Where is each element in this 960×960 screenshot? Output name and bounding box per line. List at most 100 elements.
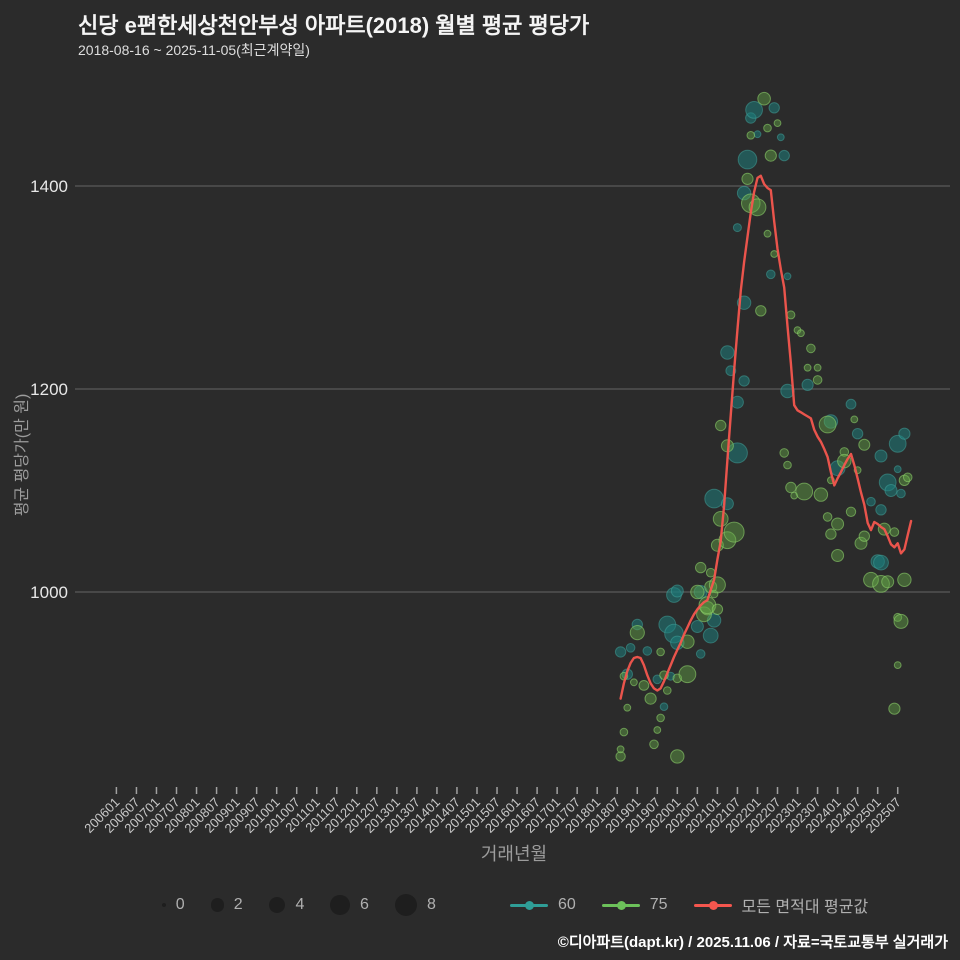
bubble-75[interactable] [845, 506, 857, 517]
bubble-75[interactable] [863, 571, 879, 588]
bubble-60[interactable] [659, 702, 669, 712]
bubble-60[interactable] [695, 649, 706, 659]
bubble-75[interactable] [711, 603, 724, 615]
bubble-75[interactable] [795, 482, 814, 501]
bubble-60[interactable] [888, 434, 907, 453]
bubble-75[interactable] [897, 572, 912, 587]
bubble-75[interactable] [812, 375, 823, 385]
bubble-75[interactable] [718, 531, 737, 550]
bubble-60[interactable] [670, 584, 684, 598]
bubble-75[interactable] [783, 460, 792, 470]
bubble-60[interactable] [704, 488, 724, 509]
bubble-75[interactable] [763, 123, 772, 133]
bubble-75[interactable] [755, 305, 767, 317]
bubble-75[interactable] [839, 447, 850, 457]
bubble-60[interactable] [732, 223, 742, 233]
bubble-75[interactable] [858, 438, 871, 451]
bubble-75[interactable] [764, 149, 777, 162]
bubble-75[interactable] [850, 415, 859, 424]
bubble-75[interactable] [803, 363, 812, 372]
legend-series-item-75[interactable]: 75 [601, 896, 668, 914]
bubble-75[interactable] [623, 703, 632, 712]
bubble-75[interactable] [616, 745, 625, 754]
bubble-60[interactable] [875, 504, 887, 516]
bubble-75[interactable] [888, 702, 901, 715]
bubble-75[interactable] [678, 665, 697, 684]
bubble-60[interactable] [720, 345, 735, 360]
bubble-60[interactable] [801, 378, 814, 391]
bubble-60[interactable] [884, 484, 898, 497]
legend-series-item-avg[interactable]: 모든 면적대 평균값 [693, 893, 868, 917]
bubble-60[interactable] [642, 646, 653, 656]
bubble-75[interactable] [712, 511, 729, 527]
bubble-75[interactable] [806, 343, 816, 354]
bubble-75[interactable] [638, 680, 650, 691]
bubble-75[interactable] [858, 530, 870, 542]
bubble-75[interactable] [825, 528, 837, 540]
bubble-60[interactable] [690, 620, 704, 633]
bubble-60[interactable] [753, 130, 762, 139]
bubble-60[interactable] [851, 428, 864, 440]
bubble-75[interactable] [893, 612, 903, 622]
bubble-60[interactable] [898, 427, 911, 440]
bubble-75[interactable] [831, 549, 845, 562]
bubble-60[interactable] [896, 488, 906, 499]
bubble-60[interactable] [737, 149, 758, 170]
legend-series-item-60[interactable]: 60 [509, 896, 576, 914]
bubble-75[interactable] [797, 329, 805, 338]
bubble-75[interactable] [746, 131, 756, 140]
bubble-75[interactable] [779, 448, 790, 458]
bubble-75[interactable] [872, 575, 890, 593]
bubble-60[interactable] [776, 133, 785, 142]
bubble-75[interactable] [889, 527, 900, 537]
bubble-75[interactable] [715, 419, 727, 432]
bubble-75[interactable] [822, 512, 833, 522]
bubble-75[interactable] [663, 686, 672, 695]
bubble-60[interactable] [625, 643, 636, 653]
bubble-75[interactable] [629, 625, 645, 641]
bubble-60[interactable] [778, 149, 790, 162]
average-line-path[interactable] [619, 174, 913, 700]
bubble-75[interactable] [893, 613, 909, 629]
bubble-75[interactable] [630, 678, 638, 687]
bubble-75[interactable] [773, 119, 782, 127]
bubble-75[interactable] [893, 661, 902, 669]
bubble-60[interactable] [845, 398, 857, 410]
bubble-75[interactable] [818, 415, 837, 434]
bubble-75[interactable] [700, 601, 715, 616]
bubble-75[interactable] [785, 481, 797, 494]
bubble-60[interactable] [745, 101, 763, 119]
bubble-60[interactable] [823, 414, 839, 429]
bubble-75[interactable] [854, 536, 868, 550]
bubble-60[interactable] [614, 646, 627, 658]
bubble-75[interactable] [831, 517, 845, 531]
bubble-75[interactable] [813, 363, 822, 372]
bubble-75[interactable] [723, 521, 745, 543]
bubble-75[interactable] [902, 472, 913, 483]
bubble-60[interactable] [874, 449, 888, 463]
bubble-60[interactable] [873, 554, 889, 571]
bubble-75[interactable] [644, 692, 657, 705]
bubble-75[interactable] [881, 575, 895, 589]
bubble-75[interactable] [670, 749, 685, 764]
bubble-75[interactable] [741, 172, 754, 185]
bubble-60[interactable] [783, 272, 792, 281]
bubble-60[interactable] [866, 496, 876, 507]
bubble-75[interactable] [615, 751, 626, 762]
bubble-75[interactable] [649, 739, 659, 750]
bubble-75[interactable] [813, 487, 829, 502]
bubble-75[interactable] [763, 229, 772, 238]
bubble-60[interactable] [736, 185, 752, 201]
bubble-75[interactable] [653, 726, 662, 734]
bubble-75[interactable] [786, 310, 796, 320]
bubble-60[interactable] [768, 102, 780, 114]
bubble-75[interactable] [690, 584, 705, 600]
bubble-60[interactable] [766, 269, 776, 280]
bubble-75[interactable] [695, 561, 707, 574]
bubble-60[interactable] [738, 375, 750, 387]
bubble-75[interactable] [619, 727, 629, 737]
bubble-75[interactable] [770, 250, 779, 258]
bubble-60[interactable] [631, 618, 643, 631]
bubble-75[interactable] [757, 91, 771, 106]
bubble-60[interactable] [702, 627, 719, 644]
